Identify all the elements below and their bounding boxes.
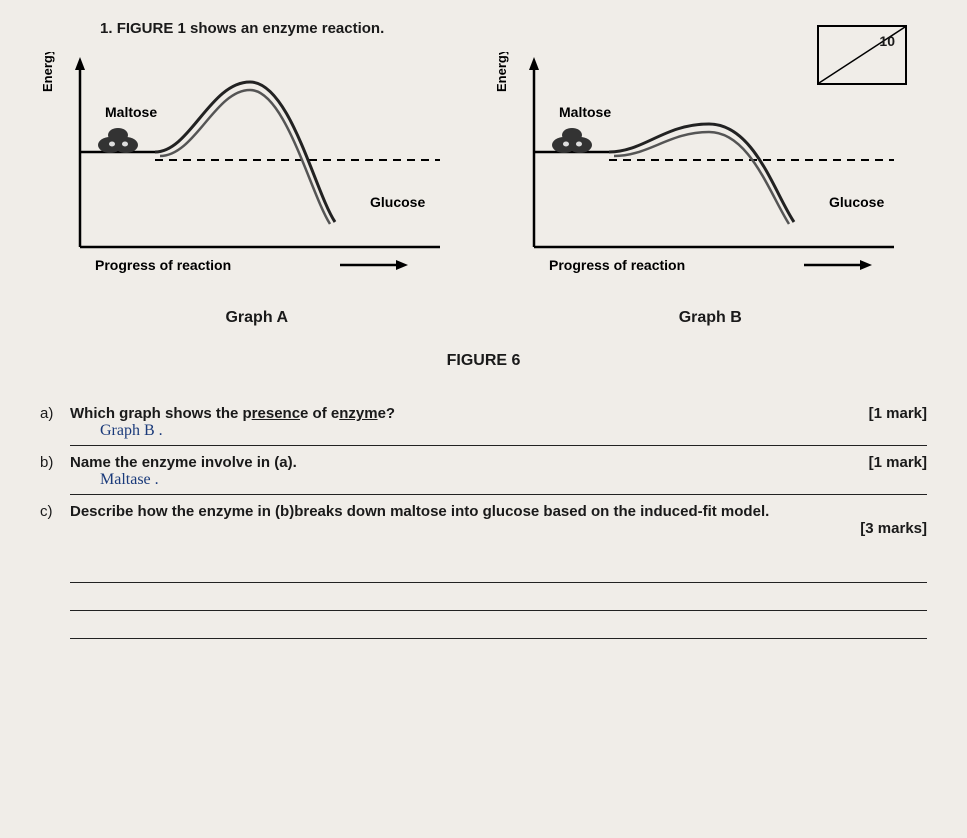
graph-a-svg: Energy Maltose Glucose Pr (40, 52, 460, 292)
graph-a-container: Energy Maltose Glucose Pr (40, 52, 474, 327)
graph-b-svg: Energy Maltose Glucose Progress of react… (494, 52, 914, 292)
q-b-mark: [1 mark] (869, 454, 927, 471)
graph-b-title: Graph B (494, 309, 928, 327)
graphs-row: Energy Maltose Glucose Pr (40, 52, 927, 327)
question-a: a) Which graph shows the presence of enz… (40, 405, 927, 446)
graph-a-product-label: Glucose (370, 194, 425, 210)
graph-b-ylabel: Energy (494, 52, 509, 92)
q-a-mark: [1 mark] (869, 405, 927, 422)
graph-b-curve-outer (609, 124, 794, 222)
q-c-blank-lines (70, 555, 927, 639)
q-b-answer: Maltase . (70, 471, 159, 488)
graph-a-title: Graph A (40, 309, 474, 327)
question-header: 1. FIGURE 1 shows an enzyme reaction. (100, 20, 927, 37)
q-c-mark: [3 marks] (860, 520, 927, 537)
figure-title: FIGURE 6 (40, 352, 927, 370)
q-b-letter: b) (40, 454, 70, 471)
score-total: 10 (879, 33, 895, 49)
graph-a-ylabel: Energy (40, 52, 55, 92)
maltose-icon (552, 128, 592, 153)
score-box: 10 (817, 25, 907, 85)
graph-b-container: Energy Maltose Glucose Progress of react… (494, 52, 928, 327)
q-a-answer-line: Graph B . (70, 422, 927, 446)
q-a-text: Which graph shows the presence of enzyme… (70, 405, 869, 422)
graph-b-y-arrow (529, 57, 539, 70)
maltose-icon (98, 128, 138, 153)
graph-a-substrate-label: Maltose (105, 104, 157, 120)
graph-a-curve-outer (155, 82, 335, 222)
q-b-text: Name the enzyme involve in (a). (70, 454, 869, 471)
graph-b-product-label: Glucose (829, 194, 884, 210)
graph-a-x-arrow (396, 260, 408, 270)
blank-line (70, 611, 927, 639)
blank-line (70, 555, 927, 583)
question-c: c) Describe how the enzyme in (b)breaks … (40, 503, 927, 639)
question-text: FIGURE 1 shows an enzyme reaction. (117, 20, 385, 37)
graph-a-curve-inner (160, 90, 330, 224)
graph-a-y-arrow (75, 57, 85, 70)
question-number: 1. (100, 20, 113, 37)
graph-b-substrate-label: Maltose (559, 104, 611, 120)
q-c-letter: c) (40, 503, 70, 520)
q-b-answer-line: Maltase . (70, 471, 927, 495)
graph-b-x-arrow (860, 260, 872, 270)
blank-line (70, 583, 927, 611)
q-c-text: Describe how the enzyme in (b)breaks dow… (70, 503, 927, 520)
graph-b-xlabel: Progress of reaction (549, 257, 685, 273)
q-a-letter: a) (40, 405, 70, 422)
question-b: b) Name the enzyme involve in (a). [1 ma… (40, 454, 927, 495)
graph-a-xlabel: Progress of reaction (95, 257, 231, 273)
q-a-answer: Graph B . (70, 422, 163, 439)
